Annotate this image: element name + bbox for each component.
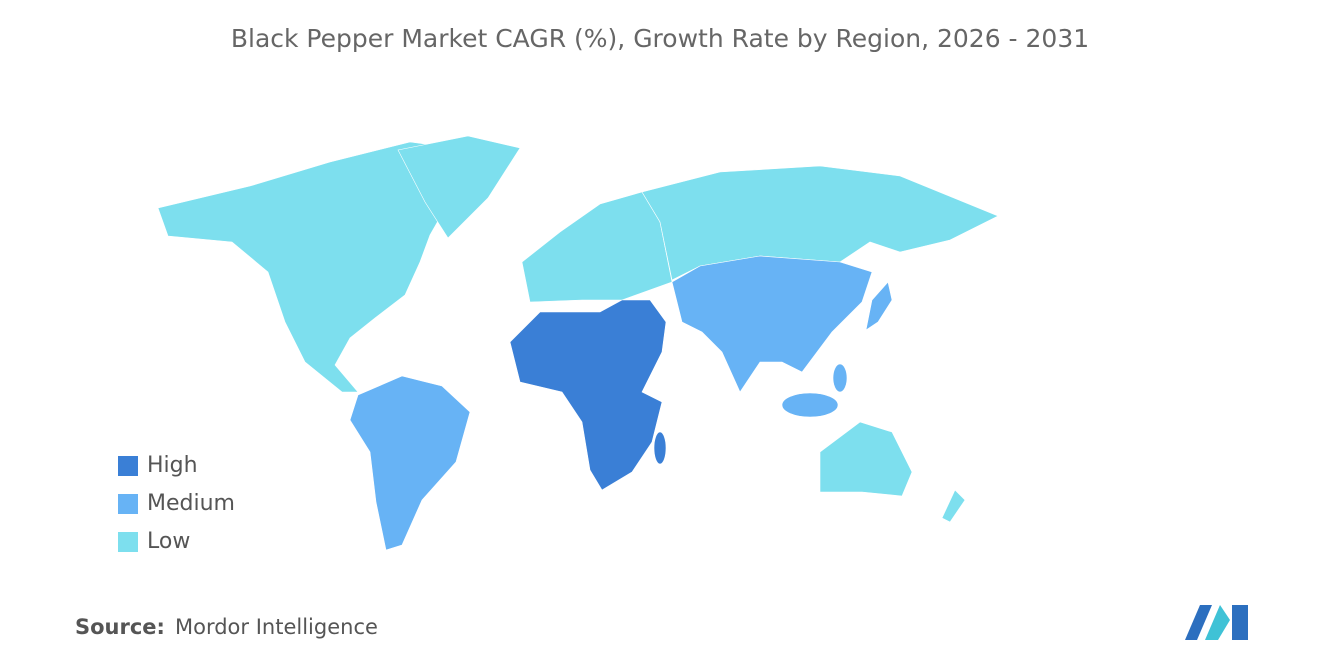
region-southeast-asia-islands: [781, 392, 839, 418]
region-middle-east-africa: [509, 299, 667, 491]
legend: High Medium Low: [118, 453, 235, 554]
region-asia: [671, 255, 873, 393]
region-north-america: [157, 141, 471, 393]
title: Black Pepper Market CAGR (%), Growth Rat…: [231, 24, 1089, 53]
region-japan: [865, 281, 893, 331]
world-map: [157, 135, 999, 551]
source-value: Mordor Intelligence: [175, 615, 378, 639]
region-madagascar: [653, 431, 667, 465]
legend-swatch: [118, 532, 138, 552]
region-australia: [819, 421, 913, 497]
region-greenland: [397, 135, 521, 239]
region-europe: [521, 191, 673, 303]
legend-swatch: [118, 494, 138, 514]
legend-swatch: [118, 456, 138, 476]
logo: [1185, 605, 1248, 640]
region-south-america: [349, 375, 471, 551]
legend-label: High: [147, 453, 198, 478]
source-label: Source:: [75, 615, 165, 639]
region-new-zealand: [941, 489, 966, 523]
legend-label: Medium: [147, 491, 235, 516]
legend-label: Low: [147, 529, 190, 554]
region-russia: [641, 165, 999, 281]
region-philippines: [832, 363, 848, 393]
